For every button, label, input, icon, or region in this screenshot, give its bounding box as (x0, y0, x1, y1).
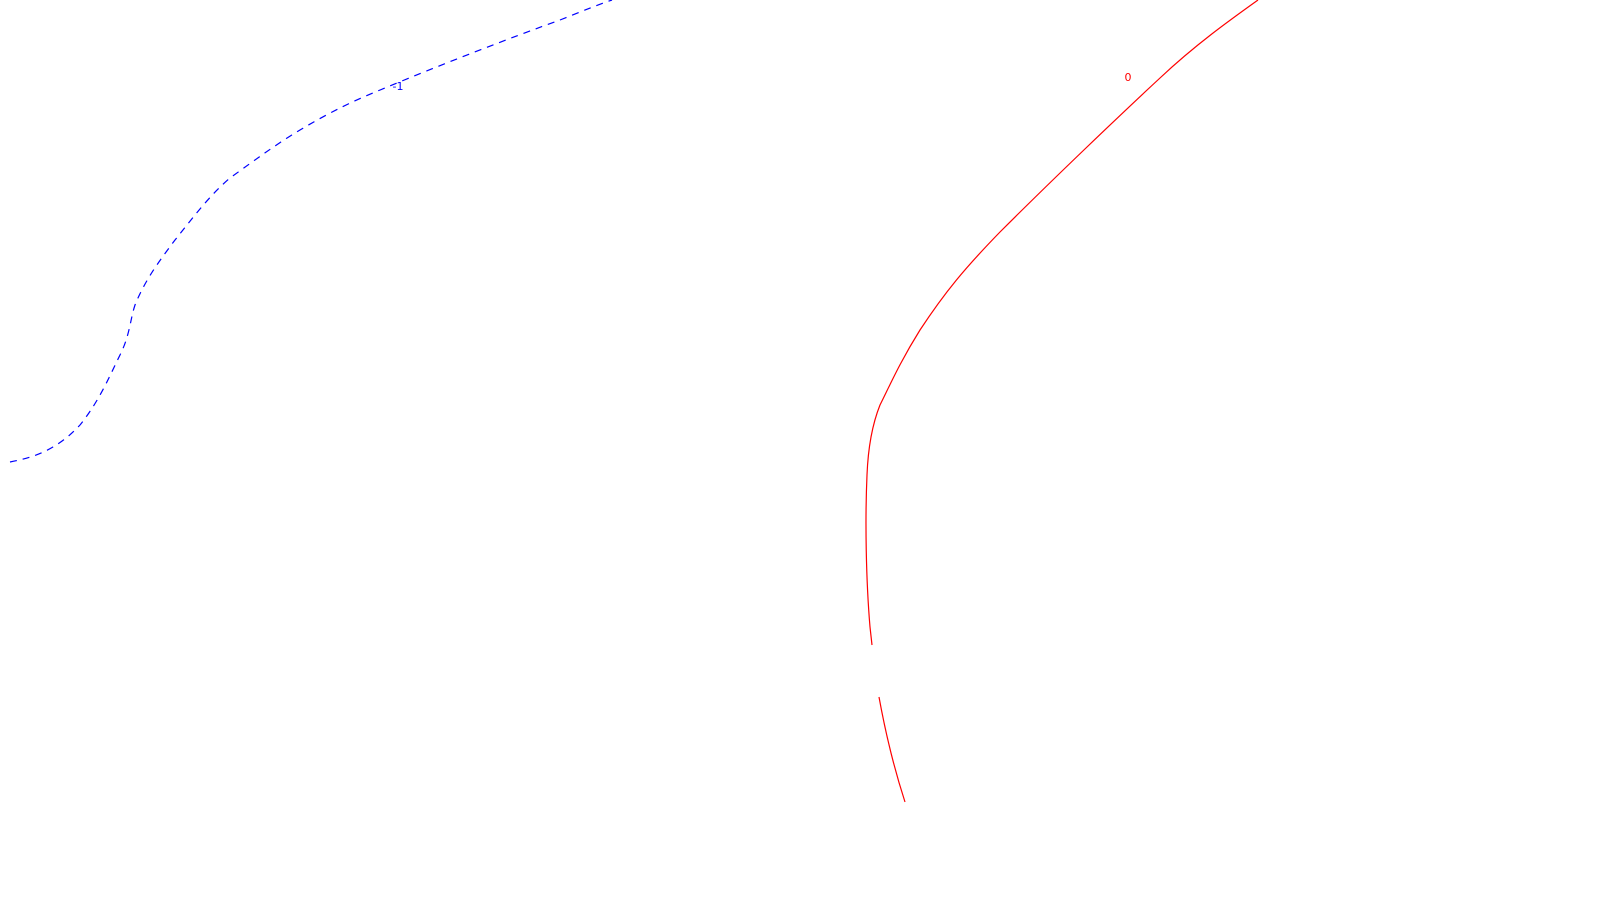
contour-label-minus-1: -1 (393, 80, 404, 93)
contour-line-zero-upper (865, 0, 1259, 646)
contour-line-minus-1 (9, 0, 613, 463)
contour-line-zero-lower (878, 696, 906, 803)
contour-label-zero: 0 (1125, 71, 1132, 84)
